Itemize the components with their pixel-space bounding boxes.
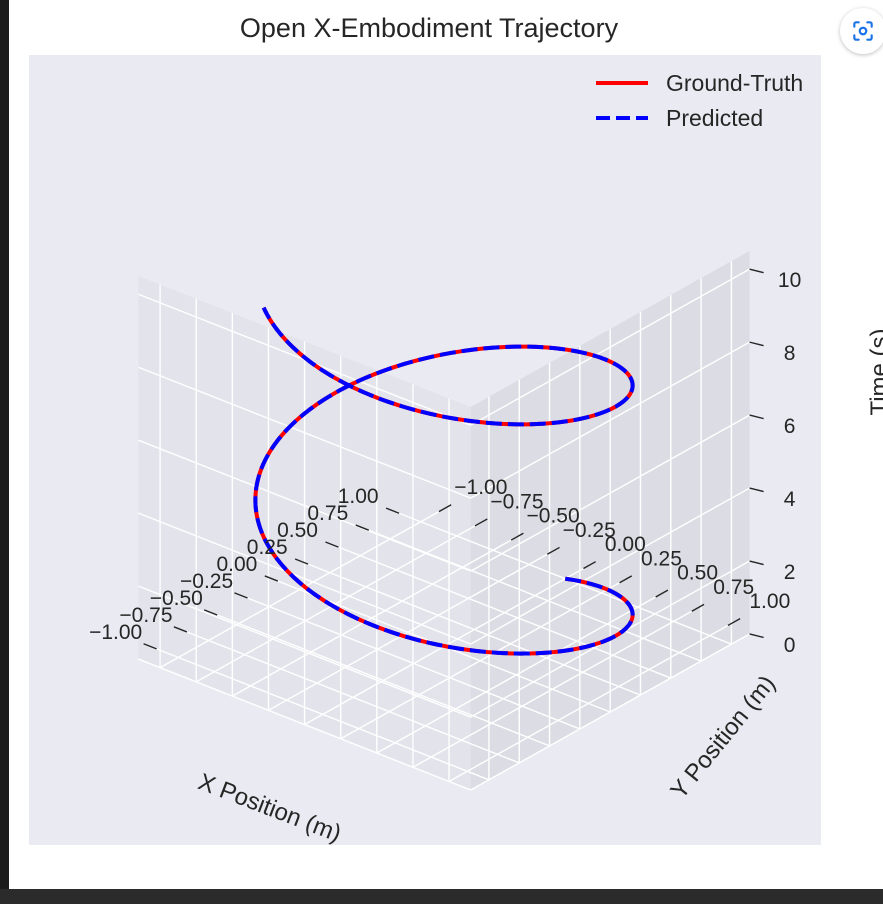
y-tick-label: 0.00 xyxy=(605,533,646,556)
window-edge-left xyxy=(0,0,9,889)
grid-line-floor-y xyxy=(412,610,693,768)
legend: Ground-Truth Predicted xyxy=(596,70,803,131)
x-tick-label: 0.75 xyxy=(307,502,348,525)
x-tick xyxy=(294,558,309,565)
x-tick xyxy=(203,609,218,616)
grid-line-floor-x xyxy=(307,563,641,696)
z-axis-label: Time (s) xyxy=(866,328,883,415)
y-tick xyxy=(583,561,596,570)
x-tick xyxy=(325,541,339,548)
trajectory-lines xyxy=(253,306,635,656)
chart-svg: −1.00−0.75−0.50−0.250.000.250.500.751.00… xyxy=(29,13,883,848)
x-tick-label: 0.50 xyxy=(277,519,318,542)
z-tick xyxy=(749,633,764,639)
z-tick xyxy=(749,560,764,566)
tick-marks xyxy=(143,268,764,650)
grid-line-wall-z xyxy=(470,341,750,499)
y-tick xyxy=(438,504,452,513)
x-tick-label: −1.00 xyxy=(89,621,142,644)
x-tick-label: −0.75 xyxy=(119,604,172,627)
grid-line-wall-z xyxy=(470,414,750,572)
grid-line-floor-y xyxy=(448,624,729,783)
trajectory-predicted xyxy=(253,306,635,656)
z-tick xyxy=(749,341,764,347)
y-tick xyxy=(727,617,741,627)
y-tick xyxy=(474,518,488,527)
z-tick xyxy=(749,487,764,493)
y-tick xyxy=(619,575,633,584)
y-tick-label: −0.75 xyxy=(490,490,543,513)
lens-scan-button[interactable] xyxy=(840,8,883,54)
tick-labels: −1.00−0.75−0.50−0.250.000.250.500.751.00… xyxy=(89,269,801,657)
x-tick xyxy=(143,643,157,650)
y-tick xyxy=(546,546,560,555)
grid-line-floor-y xyxy=(376,596,657,754)
z-tick xyxy=(749,414,764,420)
grid-line-wall-z xyxy=(138,585,471,718)
lens-scan-icon xyxy=(853,21,873,41)
z-tick-label: 0 xyxy=(784,634,796,657)
grid-line-wall-z xyxy=(470,487,750,645)
grid-line-wall-z xyxy=(138,439,471,572)
legend-predicted-label: Predicted xyxy=(666,105,763,131)
x-tick-label: 0.00 xyxy=(216,553,257,576)
grid-line-floor-x xyxy=(338,546,672,679)
x-tick-label: −0.50 xyxy=(150,587,203,610)
chart-title: Open X-Embodiment Trajectory xyxy=(240,13,619,43)
taskbar-strip xyxy=(0,889,883,904)
x-tick xyxy=(355,524,370,531)
x-tick xyxy=(264,575,279,582)
y-tick-label: 0.50 xyxy=(677,562,718,585)
x-tick-label: 0.25 xyxy=(247,536,288,559)
z-tick-label: 8 xyxy=(784,342,796,365)
y-tick xyxy=(691,603,705,612)
x-tick xyxy=(234,592,248,599)
z-tick-label: 2 xyxy=(784,561,796,584)
x-tick-label: −0.25 xyxy=(180,570,233,593)
grid-line-floor-y xyxy=(340,582,620,740)
y-tick-label: 0.75 xyxy=(713,576,754,599)
z-tick-label: 6 xyxy=(784,415,796,438)
y-tick-label: −1.00 xyxy=(454,476,507,499)
y-tick-label: 0.25 xyxy=(641,547,682,570)
x-tick xyxy=(173,626,188,633)
y-tick-label: −0.25 xyxy=(563,519,616,542)
z-tick-label: 4 xyxy=(784,488,796,511)
x-tick-label: 1.00 xyxy=(338,485,379,508)
x-tick xyxy=(385,507,400,514)
grid-line-wall-z xyxy=(138,512,471,645)
chart-window: −1.00 −0.75 −0.50 −0.25 0.00 0.25 0.50 0.75 1.00… xyxy=(9,0,883,889)
y-tick-label: −0.50 xyxy=(527,505,580,528)
z-tick-label: 10 xyxy=(778,269,801,292)
y-tick xyxy=(510,532,524,541)
y-tick xyxy=(655,589,669,598)
legend-ground-truth-label: Ground-Truth xyxy=(666,70,803,96)
grid-line-wall-z xyxy=(138,658,471,791)
z-tick xyxy=(749,268,764,274)
grid-line-wall-z xyxy=(138,366,471,499)
grid-line-wall-z xyxy=(470,633,750,791)
y-tick-label: 1.00 xyxy=(749,590,790,613)
grid-line-wall-z xyxy=(470,268,750,426)
